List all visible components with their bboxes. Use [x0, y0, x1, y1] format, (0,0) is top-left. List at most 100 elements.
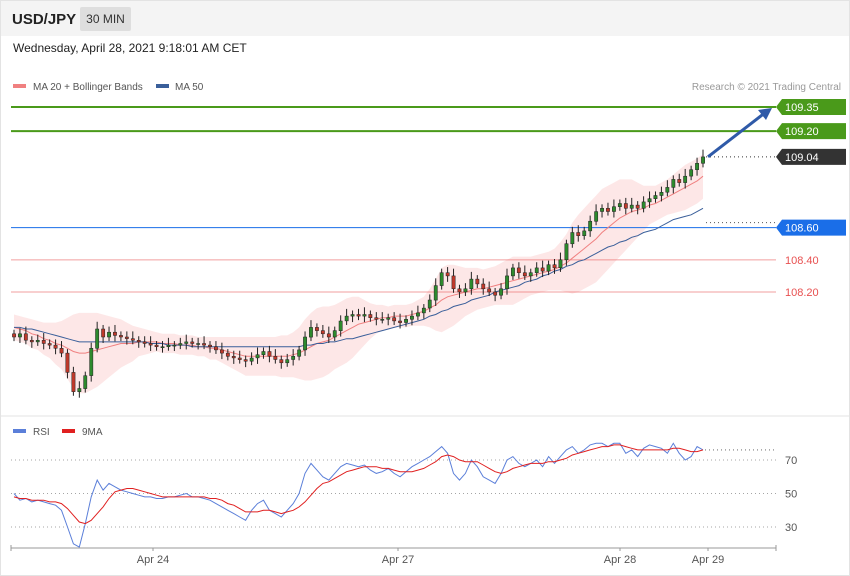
candle	[65, 349, 70, 379]
candle	[689, 165, 694, 181]
candle	[166, 337, 171, 351]
candle	[285, 353, 290, 367]
price-tag-108.60	[776, 219, 846, 236]
candle	[47, 339, 52, 350]
ma20-line	[13, 175, 704, 357]
candle	[374, 312, 379, 326]
candle	[309, 320, 313, 342]
candle	[350, 310, 355, 323]
candle	[124, 331, 129, 345]
candle	[588, 215, 593, 237]
candle	[196, 337, 201, 350]
candle	[665, 180, 670, 197]
candle	[499, 283, 503, 300]
candle	[71, 366, 76, 396]
time-tick-label: Apr 28	[604, 554, 636, 566]
candle	[546, 260, 551, 276]
candle	[677, 173, 682, 187]
ma50-legend-label: MA 50	[175, 82, 204, 93]
candle	[635, 201, 640, 215]
candle	[647, 191, 652, 208]
candle	[77, 381, 82, 398]
rsi-ma-line	[13, 444, 704, 525]
candle	[237, 350, 242, 364]
candle	[511, 263, 515, 280]
rsi-panel: 30 50 70	[11, 442, 797, 548]
candle	[386, 313, 391, 326]
candle	[231, 350, 236, 364]
candle	[338, 315, 343, 337]
chart-datetime: Wednesday, April 28, 2021 9:18:01 AM CET	[13, 41, 247, 55]
rsi-ma-legend-label: 9MA	[82, 427, 103, 438]
level-label-108.40: 108.40	[785, 255, 819, 267]
candle	[320, 324, 325, 338]
price-tag-label: 109.20	[785, 126, 819, 138]
rsi-line	[13, 442, 704, 548]
candle	[202, 336, 206, 350]
rsi-ma-legend-swatch	[62, 429, 75, 433]
time-tick-label: Apr 29	[692, 554, 724, 566]
candle	[612, 199, 616, 218]
candle	[261, 347, 266, 359]
candle	[552, 259, 557, 274]
candle	[528, 268, 533, 282]
candle	[326, 326, 331, 343]
candle	[303, 331, 307, 356]
candle	[101, 324, 106, 343]
candle	[130, 331, 135, 345]
candle	[249, 352, 254, 366]
ma50-legend-swatch	[156, 84, 169, 88]
candle	[41, 333, 46, 350]
price-tag-label: 109.35	[785, 102, 819, 114]
candle	[190, 337, 195, 348]
candle	[380, 312, 385, 324]
instrument-title: USD/JPY	[12, 11, 77, 28]
candle	[433, 278, 438, 306]
candle	[255, 347, 260, 364]
candle	[172, 341, 177, 352]
rsi-legend-label: RSI	[33, 427, 50, 438]
candle	[267, 345, 272, 363]
bollinger-bands	[14, 153, 703, 394]
candle	[273, 349, 278, 364]
candle	[83, 371, 88, 393]
price-tag-109.04	[776, 148, 846, 165]
timeframe-button[interactable]: 30 MIN	[80, 7, 131, 31]
candle	[398, 313, 402, 329]
candle	[368, 310, 373, 322]
candle	[487, 281, 492, 297]
candlesticks	[12, 149, 705, 398]
candle	[243, 355, 248, 368]
time-tick-label: Apr 24	[137, 554, 169, 566]
candle	[23, 326, 28, 345]
candle	[29, 336, 34, 348]
candle	[344, 308, 349, 325]
candle	[136, 336, 141, 348]
candle	[362, 307, 367, 323]
candle	[493, 287, 498, 302]
candle	[279, 355, 284, 369]
candle	[184, 334, 189, 350]
candle	[208, 341, 212, 353]
ma20-legend-swatch	[13, 84, 26, 88]
ma50-line	[14, 207, 704, 348]
candle	[356, 308, 361, 321]
header-bar: USD/JPY 30 MIN	[1, 1, 849, 36]
candle	[225, 349, 230, 361]
price-tag-109.35	[776, 99, 846, 115]
candle	[594, 204, 599, 226]
candle	[695, 157, 699, 176]
candle	[35, 334, 40, 346]
candle	[623, 197, 628, 215]
candle	[564, 239, 569, 266]
candle	[291, 349, 296, 366]
candle	[641, 196, 646, 213]
candle	[570, 226, 575, 248]
candle	[12, 329, 16, 342]
candle	[445, 267, 450, 282]
candle	[154, 341, 159, 351]
candle	[220, 342, 224, 360]
candle	[671, 175, 676, 194]
time-tick-label: Apr 27	[382, 554, 414, 566]
